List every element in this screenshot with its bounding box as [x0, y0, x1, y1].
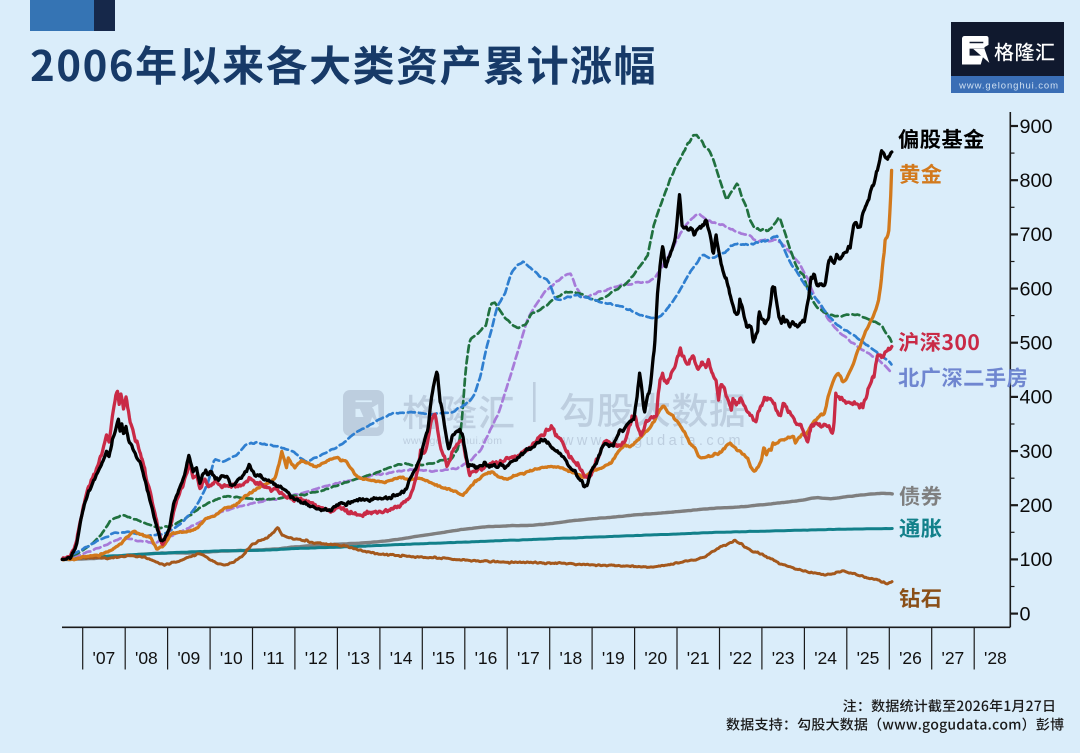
svg-text:www.gelonghui.com: www.gelonghui.com	[958, 81, 1059, 92]
svg-text:900: 900	[1020, 116, 1053, 138]
svg-text:'22: '22	[729, 648, 752, 668]
svg-text:'11: '11	[263, 648, 285, 668]
svg-text:800: 800	[1020, 170, 1053, 192]
svg-text:'10: '10	[220, 648, 243, 668]
svg-text:www.gogudata.com: www.gogudata.com	[562, 433, 744, 449]
svg-text:'19: '19	[602, 648, 625, 668]
svg-text:'25: '25	[857, 648, 880, 668]
svg-text:300: 300	[1020, 441, 1053, 463]
svg-text:'23: '23	[772, 648, 795, 668]
svg-text:'15: '15	[432, 648, 455, 668]
svg-text:400: 400	[1020, 387, 1053, 409]
svg-text:0: 0	[1020, 603, 1031, 625]
svg-text:'08: '08	[135, 648, 158, 668]
svg-text:600: 600	[1020, 278, 1053, 300]
svg-text:'09: '09	[177, 648, 200, 668]
svg-text:'21: '21	[687, 648, 710, 668]
svg-text:'12: '12	[305, 648, 328, 668]
svg-text:'13: '13	[347, 648, 370, 668]
svg-text:'28: '28	[984, 648, 1007, 668]
svg-text:700: 700	[1020, 224, 1053, 246]
svg-text:500: 500	[1020, 333, 1053, 355]
svg-text:'20: '20	[644, 648, 667, 668]
svg-text:'16: '16	[475, 648, 498, 668]
svg-text:200: 200	[1020, 495, 1053, 517]
svg-text:'07: '07	[92, 648, 115, 668]
svg-text:'18: '18	[559, 648, 582, 668]
svg-text:'14: '14	[390, 648, 413, 668]
svg-text:'24: '24	[814, 648, 837, 668]
svg-text:'26: '26	[899, 648, 922, 668]
svg-text:'27: '27	[941, 648, 964, 668]
svg-text:'17: '17	[517, 648, 540, 668]
svg-text:100: 100	[1020, 549, 1053, 571]
